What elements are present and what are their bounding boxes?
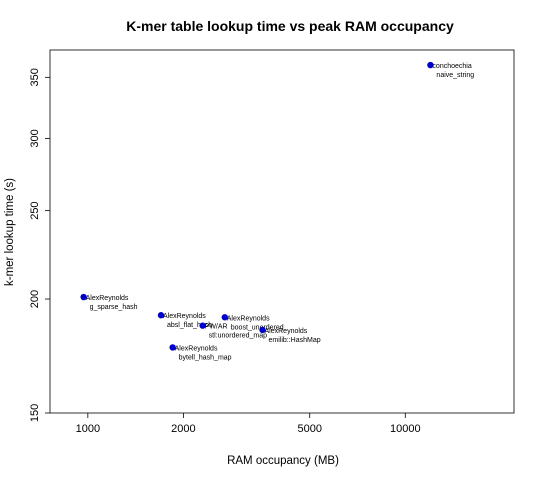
x-tick-label: 10000 [390, 423, 421, 435]
data-point [169, 344, 176, 351]
plot-frame [49, 49, 515, 414]
data-label: boost_unordered [231, 324, 284, 331]
data-point [80, 293, 87, 301]
x-tick-label: 1000 [76, 423, 100, 435]
y-tick-label: 300 [29, 129, 41, 147]
data-label: PW/AR [205, 324, 228, 331]
data-point [427, 61, 434, 69]
x-axis-label: RAM occupancy (MB) [227, 455, 339, 467]
y-tick-label: 200 [29, 290, 41, 308]
data-point [221, 314, 228, 321]
data-label: AlexReynolds [86, 295, 129, 302]
data-points: conchoechia naive_string AlexReynolds g_spa… [80, 61, 474, 361]
x-tick-label: 5000 [297, 423, 321, 435]
x-tick-label: 2000 [171, 423, 195, 435]
data-label: conchoechia [432, 63, 471, 70]
data-point [259, 326, 266, 334]
y-axis-label: k-mer lookup time (s) [4, 178, 16, 286]
y-tick-label: 350 [29, 68, 41, 86]
data-label: AlexReynolds [175, 345, 218, 352]
data-label: naive_string [436, 72, 474, 79]
chart-title: K-mer table lookup time vs peak RAM occu… [126, 18, 454, 34]
data-point [157, 312, 165, 319]
data-label: bytell_hash_map [179, 354, 232, 361]
data-label: AlexReynolds [227, 315, 270, 322]
data-label: g_sparse_hash [90, 304, 138, 311]
data-point [199, 322, 206, 329]
data-label: emilib::HashMap [269, 337, 321, 344]
data-label: absl_flat_hash [167, 322, 212, 329]
data-label: stl:unordered_map [209, 333, 267, 340]
y-axis: 150 200 250 300 350 [29, 68, 50, 422]
y-tick-label: 250 [29, 201, 41, 219]
data-label: AlexReynolds [265, 328, 308, 335]
x-axis: 1000 2000 5000 10000 [76, 413, 421, 435]
y-tick-label: 150 [29, 404, 41, 422]
data-label: AlexReynolds [163, 313, 206, 320]
